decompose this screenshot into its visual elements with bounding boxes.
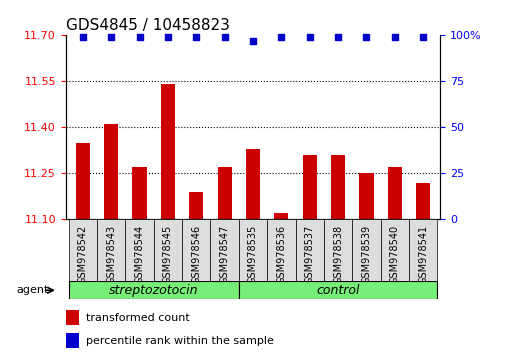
Point (248, 38, 257, 44)
Text: GSM978543: GSM978543 (106, 224, 116, 284)
Text: GSM978537: GSM978537 (304, 224, 314, 284)
Text: control: control (316, 284, 359, 297)
Bar (295, 219, 323, 281)
Bar (274, 213, 288, 219)
Bar (217, 167, 231, 219)
Point (164, 34, 172, 40)
Bar (161, 85, 175, 219)
Bar (302, 155, 316, 219)
Point (333, 34, 341, 40)
Text: GSM978546: GSM978546 (191, 224, 201, 284)
Bar (125, 219, 154, 281)
Point (390, 34, 398, 40)
Point (305, 34, 313, 40)
Point (79, 34, 87, 40)
Bar (238, 281, 436, 299)
Text: GDS4845 / 10458823: GDS4845 / 10458823 (66, 18, 229, 33)
Text: percentile rank within the sample: percentile rank within the sample (86, 336, 274, 346)
Text: GSM978545: GSM978545 (163, 224, 173, 284)
Bar (323, 219, 351, 281)
Text: agent: agent (17, 285, 48, 295)
Bar (380, 219, 408, 281)
Point (192, 34, 200, 40)
Point (277, 34, 285, 40)
Point (220, 34, 228, 40)
Bar (238, 219, 267, 281)
Text: GSM978542: GSM978542 (78, 224, 88, 284)
Bar (132, 167, 146, 219)
Text: GSM978544: GSM978544 (134, 224, 144, 284)
Bar (66, 333, 79, 348)
Text: GSM978536: GSM978536 (276, 224, 286, 284)
Point (135, 34, 143, 40)
Text: GSM978539: GSM978539 (361, 224, 371, 284)
Bar (97, 219, 125, 281)
Text: transformed count: transformed count (86, 313, 190, 323)
Bar (408, 219, 436, 281)
Text: GSM978547: GSM978547 (219, 224, 229, 284)
Bar (69, 281, 238, 299)
Bar (415, 183, 429, 219)
Bar (154, 219, 182, 281)
Text: GSM978541: GSM978541 (417, 224, 427, 284)
Bar (66, 310, 79, 325)
Point (362, 34, 370, 40)
Point (418, 34, 426, 40)
Bar (351, 219, 380, 281)
Text: GSM978535: GSM978535 (247, 224, 258, 284)
Bar (387, 167, 401, 219)
Bar (104, 124, 118, 219)
Bar (330, 155, 344, 219)
Text: GSM978538: GSM978538 (332, 224, 342, 284)
Bar (210, 219, 238, 281)
Bar (76, 143, 90, 219)
Bar (182, 219, 210, 281)
Bar (69, 219, 97, 281)
Point (107, 34, 115, 40)
Bar (359, 173, 373, 219)
Bar (267, 219, 295, 281)
Bar (189, 192, 203, 219)
Bar (245, 149, 260, 219)
Text: GSM978540: GSM978540 (389, 224, 399, 284)
Text: streptozotocin: streptozotocin (109, 284, 198, 297)
